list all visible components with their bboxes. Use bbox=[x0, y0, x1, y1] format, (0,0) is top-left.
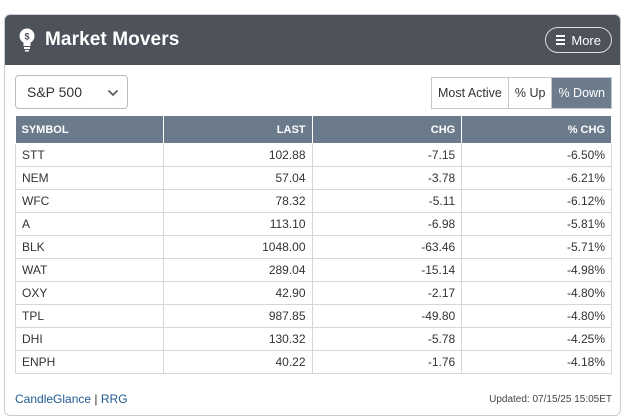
table-row: ENPH 40.22 -1.76 -4.18% bbox=[15, 350, 612, 374]
more-button[interactable]: More bbox=[545, 27, 612, 53]
tab-pct-down[interactable]: % Down bbox=[552, 78, 611, 108]
svg-text:$: $ bbox=[24, 32, 29, 42]
symbol-link[interactable]: DHI bbox=[15, 327, 164, 351]
table-row: WFC 78.32 -5.11 -6.12% bbox=[15, 189, 612, 213]
table-header-row: SYMBOL LAST CHG % CHG bbox=[15, 115, 612, 144]
column-header-symbol[interactable]: SYMBOL bbox=[15, 115, 164, 144]
table-row: DHI 130.32 -5.78 -4.25% bbox=[15, 327, 612, 351]
last-price: 130.32 bbox=[162, 327, 313, 351]
pct-change-value: -4.18% bbox=[461, 350, 612, 374]
table-row: TPL 987.85 -49.80 -4.80% bbox=[15, 304, 612, 328]
lightbulb-icon: $ bbox=[17, 27, 37, 53]
table-row: A 113.10 -6.98 -5.81% bbox=[15, 212, 612, 236]
change-value: -3.78 bbox=[311, 166, 463, 190]
symbol-link[interactable]: WFC bbox=[15, 189, 164, 213]
tab-most-active[interactable]: Most Active bbox=[431, 78, 509, 108]
pct-change-value: -4.80% bbox=[461, 304, 612, 328]
mover-type-tabs: Most Active % Up % Down bbox=[430, 77, 612, 109]
last-price: 987.85 bbox=[162, 304, 313, 328]
symbol-link[interactable]: ENPH bbox=[15, 350, 164, 374]
footer-links: CandleGlance | RRG bbox=[15, 392, 128, 406]
symbol-link[interactable]: WAT bbox=[15, 258, 164, 282]
widget-title: Market Movers bbox=[45, 29, 180, 50]
change-value: -5.11 bbox=[311, 189, 463, 213]
table-row: STT 102.88 -7.15 -6.50% bbox=[15, 143, 612, 167]
pct-change-value: -5.81% bbox=[461, 212, 612, 236]
symbol-link[interactable]: NEM bbox=[15, 166, 164, 190]
change-value: -49.80 bbox=[311, 304, 463, 328]
last-price: 78.32 bbox=[162, 189, 313, 213]
change-value: -2.17 bbox=[311, 281, 463, 305]
chevron-down-icon bbox=[107, 84, 119, 100]
last-price: 113.10 bbox=[162, 212, 313, 236]
last-price: 102.88 bbox=[162, 143, 313, 167]
symbol-link[interactable]: A bbox=[15, 212, 164, 236]
column-header-pct-chg[interactable]: % CHG bbox=[461, 115, 612, 144]
pct-change-value: -4.25% bbox=[461, 327, 612, 351]
table-row: OXY 42.90 -2.17 -4.80% bbox=[15, 281, 612, 305]
rrg-link[interactable]: RRG bbox=[100, 392, 128, 406]
pct-change-value: -6.50% bbox=[461, 143, 612, 167]
pct-change-value: -6.12% bbox=[461, 189, 612, 213]
symbol-link[interactable]: STT bbox=[15, 143, 164, 167]
table-row: BLK 1048.00 -63.46 -5.71% bbox=[15, 235, 612, 259]
change-value: -15.14 bbox=[311, 258, 463, 282]
last-price: 40.22 bbox=[162, 350, 313, 374]
index-select[interactable]: S&P 500 bbox=[15, 75, 128, 109]
market-movers-widget: $ Market Movers More S&P 500 Most Active… bbox=[4, 14, 621, 416]
candleglance-link[interactable]: CandleGlance bbox=[15, 392, 92, 406]
pct-change-value: -4.98% bbox=[461, 258, 612, 282]
updated-timestamp: Updated: 07/15/25 15:05ET bbox=[489, 394, 612, 405]
widget-header: $ Market Movers More bbox=[5, 15, 620, 65]
column-header-chg[interactable]: CHG bbox=[311, 115, 463, 144]
symbol-link[interactable]: TPL bbox=[15, 304, 164, 328]
symbol-link[interactable]: BLK bbox=[15, 235, 164, 259]
tab-pct-up[interactable]: % Up bbox=[508, 78, 553, 108]
footer-separator: | bbox=[94, 392, 98, 406]
last-price: 57.04 bbox=[162, 166, 313, 190]
table-row: NEM 57.04 -3.78 -6.21% bbox=[15, 166, 612, 190]
last-price: 42.90 bbox=[162, 281, 313, 305]
more-button-label: More bbox=[571, 32, 601, 48]
last-price: 1048.00 bbox=[162, 235, 313, 259]
symbol-link[interactable]: OXY bbox=[15, 281, 164, 305]
movers-table: SYMBOL LAST CHG % CHG STT 102.88 -7.15 -… bbox=[15, 115, 612, 374]
change-value: -1.76 bbox=[311, 350, 463, 374]
last-price: 289.04 bbox=[162, 258, 313, 282]
pct-change-value: -6.21% bbox=[461, 166, 612, 190]
change-value: -6.98 bbox=[311, 212, 463, 236]
index-select-value: S&P 500 bbox=[27, 84, 83, 100]
pct-change-value: -4.80% bbox=[461, 281, 612, 305]
column-header-last[interactable]: LAST bbox=[162, 115, 313, 144]
change-value: -7.15 bbox=[311, 143, 463, 167]
table-row: WAT 289.04 -15.14 -4.98% bbox=[15, 258, 612, 282]
change-value: -5.78 bbox=[311, 327, 463, 351]
menu-icon bbox=[556, 35, 566, 45]
pct-change-value: -5.71% bbox=[461, 235, 612, 259]
controls-bar: S&P 500 Most Active % Up % Down bbox=[5, 65, 620, 117]
change-value: -63.46 bbox=[311, 235, 463, 259]
